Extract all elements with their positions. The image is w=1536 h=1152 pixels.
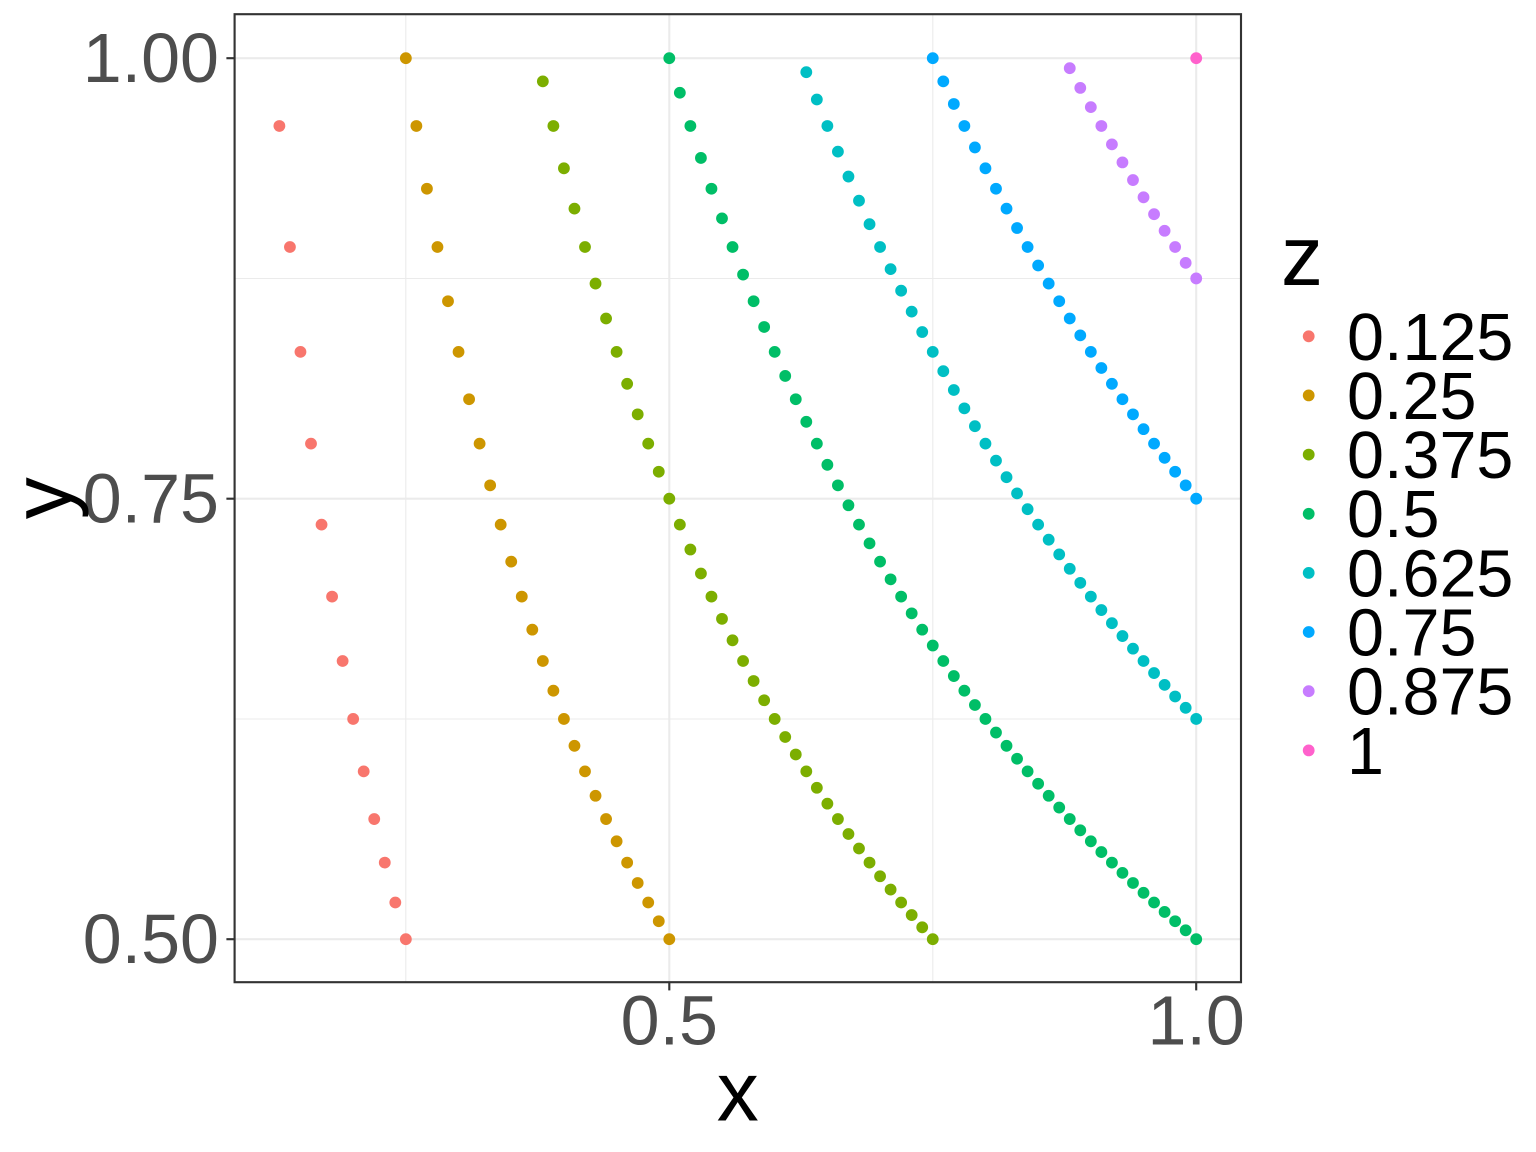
svg-text:1: 1 [1347, 715, 1384, 789]
svg-text:0.5: 0.5 [621, 982, 718, 1060]
svg-text:0.75: 0.75 [83, 460, 219, 538]
svg-text:0.5: 0.5 [1347, 478, 1439, 552]
svg-text:0.375: 0.375 [1347, 419, 1513, 493]
svg-text:y: y [0, 477, 89, 519]
svg-text:0.625: 0.625 [1347, 537, 1513, 611]
svg-text:0.125: 0.125 [1347, 301, 1513, 375]
svg-text:0.75: 0.75 [1347, 597, 1476, 671]
svg-text:z: z [1281, 209, 1323, 303]
svg-text:0.25: 0.25 [1347, 360, 1476, 434]
svg-text:1.00: 1.00 [83, 19, 219, 97]
svg-text:1.0: 1.0 [1148, 982, 1245, 1060]
svg-text:0.50: 0.50 [83, 900, 219, 978]
svg-text:x: x [717, 1045, 759, 1139]
svg-text:0.875: 0.875 [1347, 656, 1513, 730]
